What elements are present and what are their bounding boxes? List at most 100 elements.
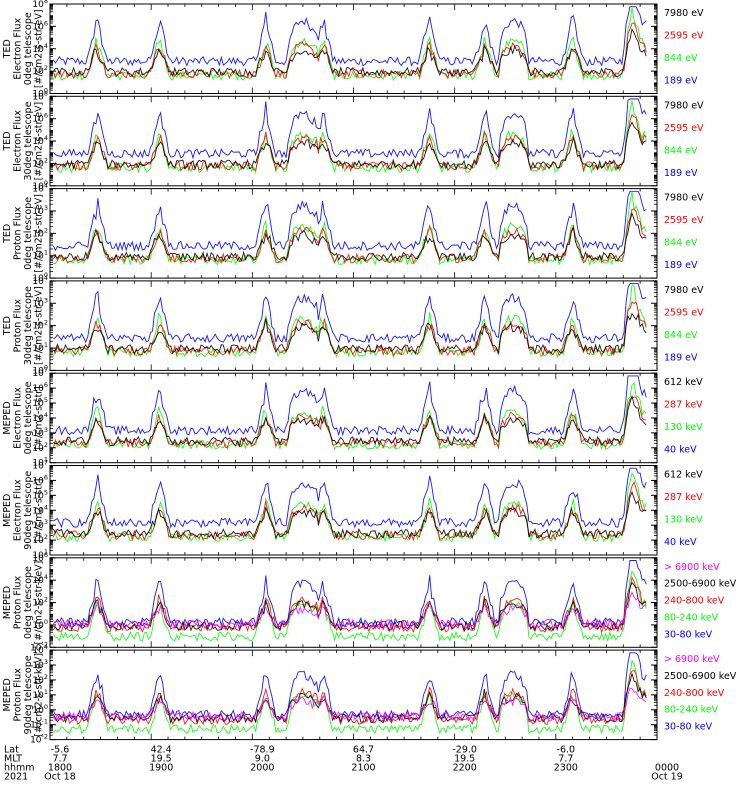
- panel-8-ylabel-line: 90deg telescope: [23, 655, 34, 734]
- y-tick-label: 104: [32, 411, 48, 424]
- y-tick-label: 108: [32, 0, 48, 10]
- panel-4-frame: [49, 280, 658, 371]
- panel-1-series-189-ev: [53, 6, 647, 67]
- y-tick-label: 106: [32, 19, 48, 32]
- y-tick-label: 104: [32, 573, 48, 586]
- panel-3-legend-7980-ev: 7980 eV: [664, 193, 704, 204]
- y-tick-label: 104: [32, 643, 48, 656]
- y-tick-label: 104: [32, 503, 48, 516]
- y-tick-label: 106: [32, 473, 48, 486]
- footer-hhmm-tick: 1800: [48, 763, 72, 774]
- panel-5-series-130-kev: [53, 382, 647, 451]
- footer-hhmm-tick: 2000: [250, 763, 274, 774]
- panel-8-legend--6900-kev: > 6900 keV: [664, 654, 720, 665]
- panel-7-series--6900-kev: [53, 591, 647, 630]
- y-tick-label: 102: [32, 596, 48, 609]
- footer-date-label: Oct 18: [44, 772, 76, 783]
- panel-7-series-30-80-kev: [53, 560, 647, 629]
- panel-5-traces: [52, 375, 647, 451]
- y-tick-label: 100: [32, 271, 48, 284]
- panel-7-ylabel-line: 0deg telescope: [23, 566, 34, 639]
- y-tick-label: 10-2: [30, 640, 48, 653]
- y-tick-label: 102: [32, 319, 48, 332]
- panel-4: 100 101 102 103 104 TED Proton Flux 30deg teles…: [2, 274, 704, 377]
- panel-5-legend-287-kev: 287 keV: [664, 400, 703, 411]
- footer-row-label-lat: Lat: [4, 745, 19, 756]
- y-tick-label: 106: [32, 381, 48, 394]
- y-tick-label: 10-1: [30, 718, 48, 731]
- panel-1-legend-7980-ev: 7980 eV: [664, 8, 704, 19]
- panel-3-series-7980-ev: [53, 211, 647, 263]
- panel-7-series-80-240-kev: [53, 570, 647, 643]
- panel-7-legend-80-240-kev: 80-240 keV: [664, 612, 719, 623]
- y-tick-label: 103: [32, 658, 48, 671]
- footer-date-label: Oct 19: [651, 772, 683, 783]
- footer-hhmm-tick: 2100: [351, 763, 375, 774]
- y-tick-label: 102: [32, 156, 48, 169]
- panel-7-legend-240-800-kev: 240-800 keV: [664, 596, 725, 607]
- panel-5-series-287-kev: [52, 396, 647, 449]
- panel-8-ylabel-line: Proton Flux: [13, 668, 24, 722]
- panel-8-legend-30-80-kev: 30-80 keV: [664, 722, 713, 733]
- panel-2-ylabel-line: Electron Flux: [13, 110, 24, 172]
- panel-6-ylabel-line: [#/cm2-s-str]: [34, 479, 45, 542]
- y-tick-label: 101: [32, 688, 48, 701]
- panel-3-legend-2595-ev: 2595 eV: [664, 215, 704, 226]
- y-tick-label: 10-2: [30, 733, 48, 746]
- panel-1-legend-2595-ev: 2595 eV: [664, 31, 704, 42]
- panel-1-series-7980-ev: [53, 27, 647, 78]
- y-tick-label: 101: [32, 341, 48, 354]
- panel-4-ylabel-line: 30deg telescope: [23, 286, 34, 365]
- panel-6-legend-40-kev: 40 keV: [664, 537, 697, 548]
- panel-1-ylabel-line: Electron Flux: [13, 18, 24, 80]
- panel-2-series-2595-ev: [53, 113, 647, 173]
- y-tick-label: 107: [32, 459, 48, 472]
- panel-8-traces: [52, 652, 647, 735]
- y-tick-label: 106: [32, 112, 48, 125]
- panel-3-legend-189-ev: 189 eV: [664, 260, 698, 271]
- y-tick-label: 104: [32, 134, 48, 147]
- panel-1-traces: [52, 6, 647, 82]
- footer-lat-value: -5.6: [51, 745, 70, 756]
- panel-6-ylabel-line: MEPED: [2, 494, 13, 527]
- footer: LatMLThhmm2021-5.67.742.419.5-78.99.064.…: [4, 745, 683, 783]
- panel-5-ylabel-line: [#/cm2-s-str]: [34, 386, 45, 449]
- y-tick-label: 103: [32, 518, 48, 531]
- footer-mlt-value: 9.0: [255, 754, 270, 765]
- panel-4-legend-844-ev: 844 eV: [664, 330, 698, 341]
- panel-4-legend-7980-ev: 7980 eV: [664, 285, 704, 296]
- panel-2-legend-844-ev: 844 eV: [664, 145, 698, 156]
- panel-5-ylabel-line: MEPED: [2, 401, 13, 434]
- panel-2-series-844-ev: [53, 100, 647, 175]
- y-tick-label: 100: [32, 87, 48, 100]
- footer-hhmm-tick: 0000: [655, 763, 679, 774]
- panel-2-ylabel-line: TED: [2, 131, 13, 151]
- footer-mlt-value: 8.3: [356, 754, 371, 765]
- panel-4-series-7980-ev: [53, 312, 647, 355]
- panel-5-legend-40-kev: 40 keV: [664, 445, 697, 456]
- panel-4-legend-189-ev: 189 eV: [664, 352, 698, 363]
- panel-4-traces: [52, 283, 647, 359]
- panel-1-ylabel-line: [#/cm2-s-str-eV]: [34, 9, 45, 88]
- panel-2-legend-189-ev: 189 eV: [664, 168, 698, 179]
- panel-8-legend-2500-6900-kev: 2500-6900 keV: [664, 671, 737, 682]
- footer-hhmm-tick: 2200: [453, 763, 477, 774]
- panel-2-ylabel-line: 30deg telescope: [23, 101, 34, 180]
- panel-6-traces: [52, 467, 647, 543]
- panel-7-ylabel-line: Proton Flux: [13, 575, 24, 629]
- y-tick-label: 104: [32, 42, 48, 55]
- panel-1-legend-189-ev: 189 eV: [664, 76, 698, 87]
- panel-1: 100 102 104 106 108 TED Electron Flux 0deg tele…: [2, 0, 704, 100]
- y-tick-label: 104: [32, 182, 48, 195]
- panel-6-frame: [49, 465, 658, 556]
- footer-mlt-value: 19.5: [151, 754, 172, 765]
- panel-6-ylabel-line: 90deg telescope: [23, 471, 34, 550]
- panel-1-ylabel-line: 0deg telescope: [23, 12, 34, 85]
- panel-3: 100 101 102 103 104 TED Proton Flux 0deg telesc…: [2, 182, 704, 285]
- panel-2-legend-7980-ev: 7980 eV: [664, 100, 704, 111]
- footer-mlt-value: 7.7: [558, 754, 573, 765]
- panel-2-traces: [53, 98, 647, 175]
